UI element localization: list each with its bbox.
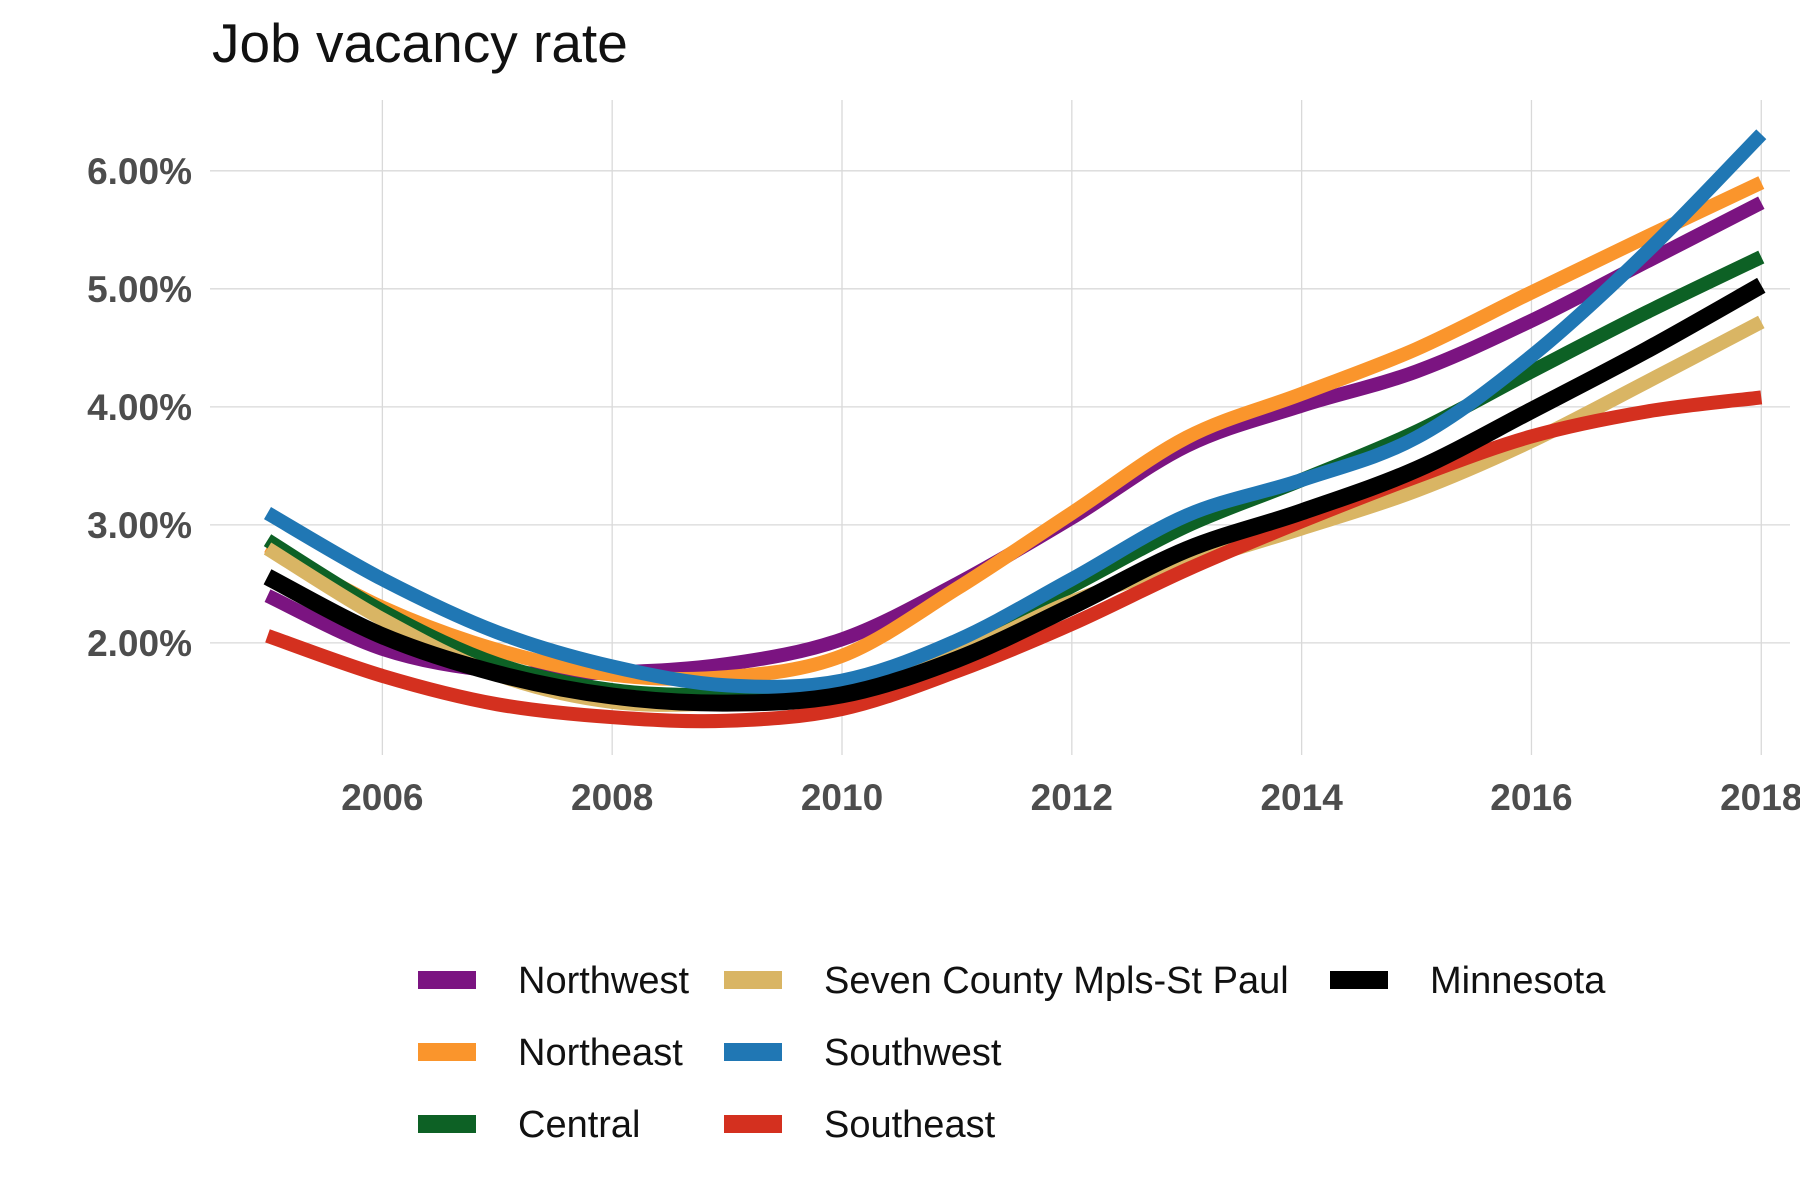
legend-label: Northwest xyxy=(518,960,689,1002)
y-tick-label: 4.00% xyxy=(87,387,192,428)
legend-label: Seven County Mpls-St Paul xyxy=(824,960,1289,1002)
y-tick-label: 5.00% xyxy=(87,269,192,310)
legend-label: Minnesota xyxy=(1430,960,1606,1002)
legend-swatch xyxy=(418,971,476,989)
legend-item-southwest: Southwest xyxy=(724,1032,1002,1074)
legend-swatch xyxy=(1330,971,1388,989)
series-line-northeast xyxy=(264,176,1765,686)
legend-swatch xyxy=(724,1043,782,1061)
chart-title: Job vacancy rate xyxy=(212,12,628,74)
legend: Northwest Northeast Central Seven County Mp… xyxy=(418,960,1606,1146)
legend-swatch xyxy=(418,1115,476,1133)
legend-item-minnesota: Minnesota xyxy=(1330,960,1606,1002)
legend-swatch xyxy=(724,1115,782,1133)
legend-label: Southwest xyxy=(824,1032,1002,1074)
legend-item-southeast: Southeast xyxy=(724,1104,996,1146)
x-tick-label: 2012 xyxy=(1031,777,1113,818)
legend-item-central: Central xyxy=(418,1104,641,1146)
y-tick-label: 3.00% xyxy=(87,505,192,546)
series-lines xyxy=(263,129,1767,729)
legend-label: Northeast xyxy=(518,1032,683,1074)
series-line-southwest xyxy=(264,129,1767,694)
x-tick-label: 2008 xyxy=(571,777,653,818)
x-tick-label: 2016 xyxy=(1490,777,1572,818)
legend-item-seven-county-mpls-st-paul: Seven County Mpls-St Paul xyxy=(724,960,1289,1002)
y-tick-label: 2.00% xyxy=(87,623,192,664)
legend-item-northeast: Northeast xyxy=(418,1032,683,1074)
series-line-southeast xyxy=(265,390,1763,729)
y-tick-label: 6.00% xyxy=(87,151,192,192)
x-tick-label: 2018 xyxy=(1720,777,1800,818)
series-line-minnesota xyxy=(263,277,1766,712)
legend-item-northwest: Northwest xyxy=(418,960,689,1002)
x-tick-label: 2014 xyxy=(1260,777,1343,818)
legend-swatch xyxy=(724,971,782,989)
x-axis-tick-labels: 2006 2008 2010 2012 2014 2016 2018 xyxy=(341,777,1800,818)
legend-swatch xyxy=(418,1043,476,1061)
legend-label: Southeast xyxy=(824,1104,996,1146)
legend-label: Central xyxy=(518,1104,641,1146)
x-tick-label: 2010 xyxy=(801,777,883,818)
y-axis-tick-labels: 2.00% 3.00% 4.00% 5.00% 6.00% xyxy=(87,151,192,664)
x-tick-label: 2006 xyxy=(341,777,423,818)
